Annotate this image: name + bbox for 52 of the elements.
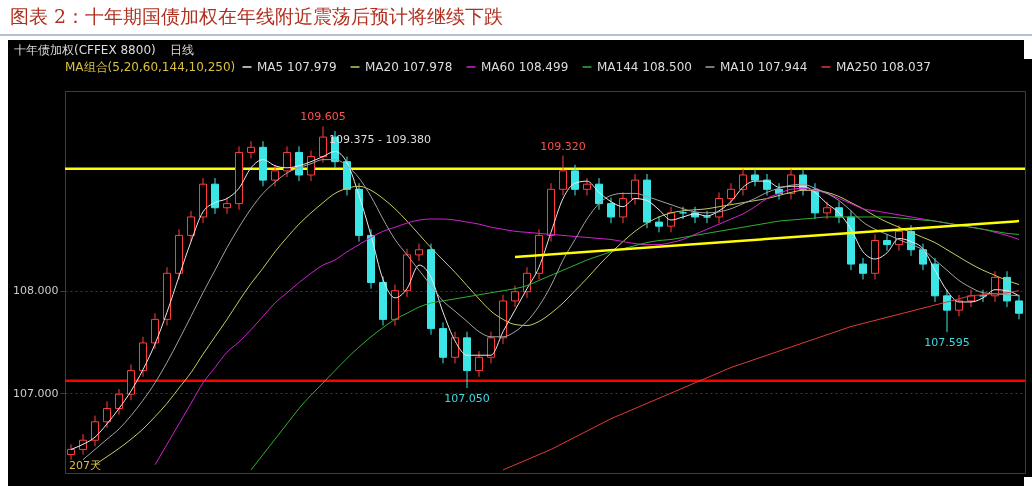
text: 日线 <box>169 43 194 57</box>
legend-label: MA20 107.978 <box>365 60 453 74</box>
y-tick-label: 108.000 <box>13 284 59 298</box>
candlestick <box>571 164 579 196</box>
candlestick <box>127 363 135 401</box>
chart-subtitle: 十年债加权(CFFEX 8800) <box>14 43 156 57</box>
candlestick <box>655 215 663 233</box>
candlestick <box>727 182 735 206</box>
candlestick <box>751 168 759 187</box>
candlestick <box>619 191 627 224</box>
candlestick <box>211 177 219 215</box>
candlestick <box>739 168 747 196</box>
legend-label: MA250 108.037 <box>836 60 931 74</box>
annotation: 109.605 <box>300 110 346 124</box>
candlestick <box>187 210 195 243</box>
candlestick <box>451 331 459 364</box>
candlestick <box>283 145 291 178</box>
candlestick <box>943 289 951 333</box>
annotation: 107.595 <box>924 336 970 350</box>
chart-title: 图表 2：十年期国债加权在年线附近震荡后预计将继续下跌 <box>0 0 1032 36</box>
candlestick <box>295 145 303 182</box>
candlestick <box>247 140 255 160</box>
candlestick <box>271 164 279 187</box>
candlestick <box>607 197 615 224</box>
candlestick <box>919 243 927 271</box>
candlestick <box>103 400 111 429</box>
candlestick <box>475 350 483 378</box>
candlestick <box>115 388 123 416</box>
candlestick <box>511 285 519 308</box>
candlestick <box>883 233 891 252</box>
candlestick <box>583 177 591 196</box>
candlestick <box>151 312 159 350</box>
candlestick <box>319 125 327 164</box>
legend-title: MA组合(5,20,60,144,10,250) <box>65 60 236 74</box>
legend-label: MA10 107.944 <box>720 60 808 74</box>
annotation: 207天 <box>69 459 101 472</box>
annotation: 109.320 <box>540 139 586 153</box>
candlestick <box>487 331 495 364</box>
candlestick <box>223 197 231 215</box>
legend-label: MA60 108.499 <box>481 60 569 74</box>
candlestick <box>679 206 687 220</box>
y-tick-label: 107.000 <box>13 386 59 400</box>
legend-label: MA5 107.979 <box>257 60 337 74</box>
candlestick <box>631 173 639 206</box>
candlestick <box>415 243 423 262</box>
candlestick <box>859 257 867 280</box>
candlestick <box>1015 294 1023 320</box>
candlestick <box>559 155 567 196</box>
candlestick <box>91 415 99 447</box>
candlestick <box>67 443 75 461</box>
annotation: 107.050 <box>444 392 490 405</box>
legend-label: MA144 108.500 <box>597 60 692 74</box>
